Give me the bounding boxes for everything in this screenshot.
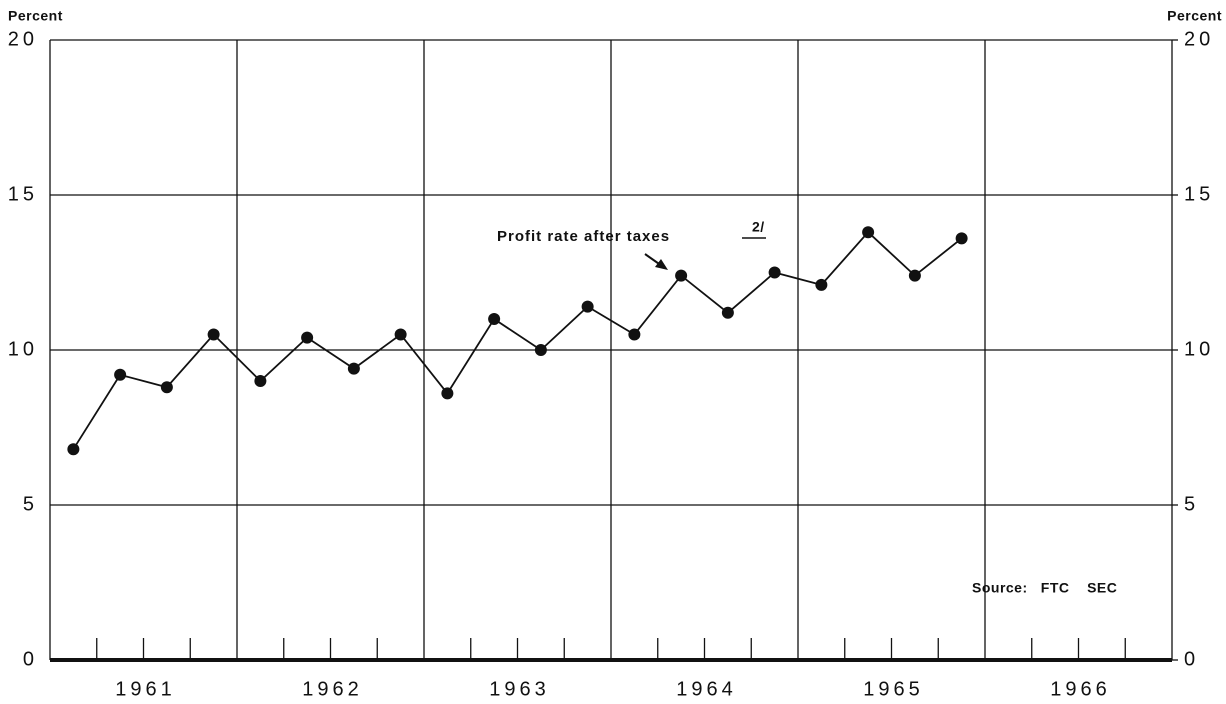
data-point bbox=[675, 269, 688, 282]
x-tick-label: 1964 bbox=[676, 678, 737, 700]
data-point bbox=[488, 313, 501, 325]
x-tick-label: 1966 bbox=[1050, 678, 1111, 700]
y-tick-label: 0 bbox=[23, 648, 38, 670]
series-line bbox=[72, 230, 963, 450]
data-point bbox=[394, 328, 407, 341]
data-point bbox=[160, 381, 173, 394]
x-tick-label: 1962 bbox=[302, 678, 363, 700]
data-point bbox=[441, 387, 454, 400]
data-point bbox=[301, 331, 314, 344]
x-tick-label: 1963 bbox=[489, 678, 550, 700]
data-point bbox=[254, 375, 267, 387]
y-tick-label: 15 bbox=[8, 183, 38, 205]
data-point bbox=[862, 226, 875, 239]
y2-tick-label: 0 bbox=[1184, 648, 1199, 670]
y2-axis-label: Percent bbox=[1167, 8, 1222, 24]
y2-tick-label: 15 bbox=[1184, 183, 1214, 205]
y-tick-label: 20 bbox=[8, 28, 38, 50]
y-tick-label: 10 bbox=[8, 338, 38, 360]
y2-tick-label: 10 bbox=[1184, 338, 1214, 360]
data-point bbox=[908, 269, 921, 282]
y2-tick-label: 20 bbox=[1184, 28, 1214, 50]
data-point bbox=[534, 344, 547, 356]
data-point bbox=[347, 362, 360, 375]
data-point bbox=[114, 368, 127, 381]
x-tick-label: 1961 bbox=[115, 678, 176, 700]
data-point bbox=[67, 443, 80, 456]
annotation: Profit rate after taxes bbox=[497, 228, 670, 245]
data-point bbox=[581, 300, 594, 313]
source-note: Source: FTC SEC bbox=[972, 580, 1117, 596]
data-point bbox=[815, 278, 828, 291]
y2-tick-label: 5 bbox=[1184, 493, 1199, 515]
y-axis-label: Percent bbox=[8, 8, 63, 24]
data-point bbox=[628, 328, 641, 341]
x-tick-label: 1965 bbox=[863, 678, 924, 700]
footnote-mark: 2/ bbox=[752, 219, 765, 235]
y-tick-label: 5 bbox=[23, 493, 38, 515]
arrow-head bbox=[655, 259, 668, 270]
data-point bbox=[207, 328, 220, 341]
data-point bbox=[721, 306, 734, 319]
data-point bbox=[955, 232, 968, 245]
data-point bbox=[768, 266, 781, 279]
